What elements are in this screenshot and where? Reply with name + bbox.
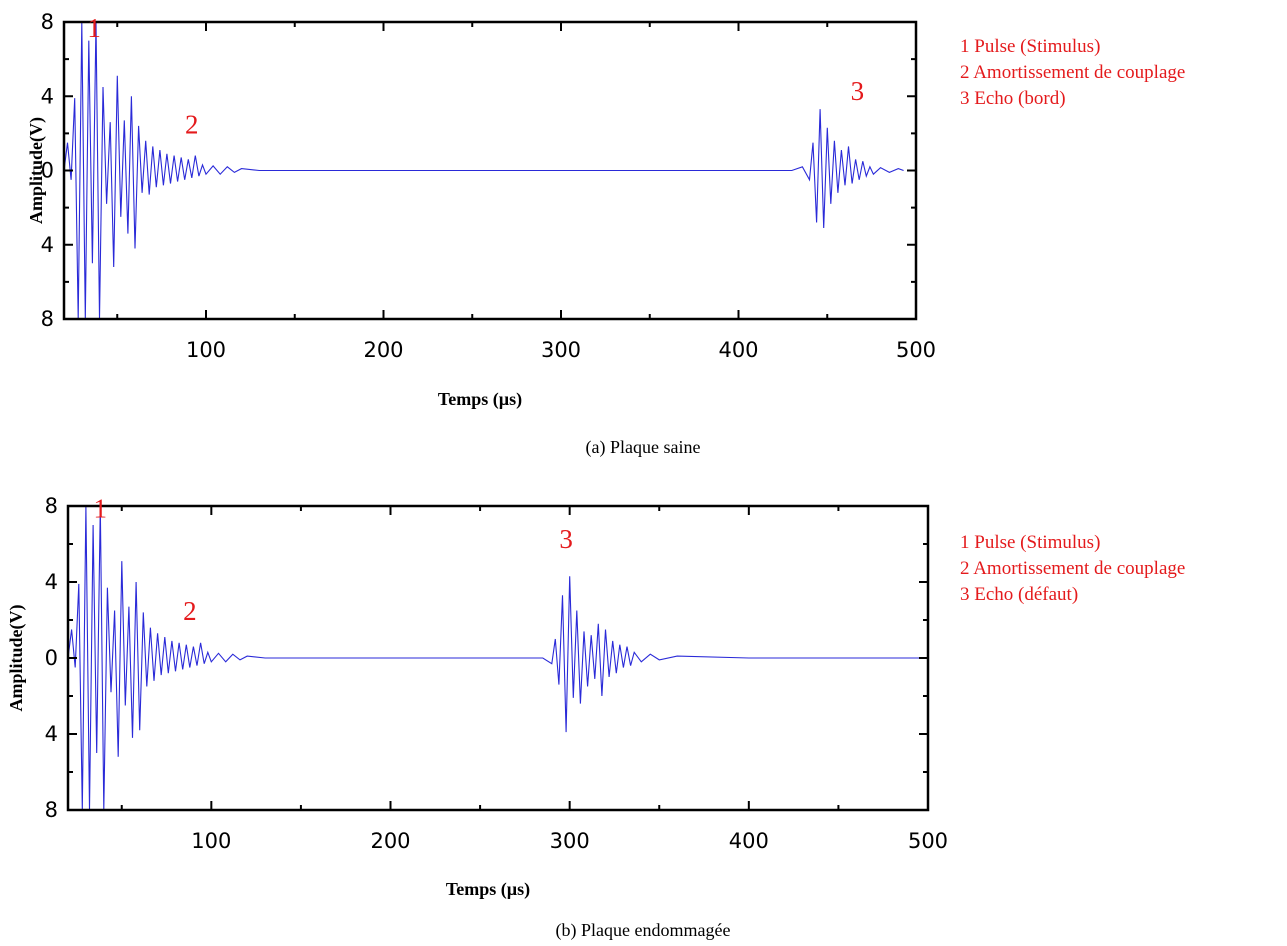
chart-2-y-tick-label: 8 bbox=[45, 494, 58, 518]
chart-2-legend-item: 2 Amortissement de couplage bbox=[960, 558, 1185, 579]
chart-2-y-axis-title: Amplitude(V) bbox=[6, 604, 27, 711]
chart-1-y-tick-label: 0 bbox=[41, 159, 54, 183]
chart-1-marker-3: 3 bbox=[851, 76, 865, 106]
chart-1-x-tick-label: 200 bbox=[363, 338, 403, 362]
chart-2-y-tick-label: 4 bbox=[45, 722, 58, 746]
chart-2-y-tick-label: 4 bbox=[45, 570, 58, 594]
chart-2-x-tick-label: 100 bbox=[191, 829, 231, 853]
chart-1-x-tick-label: 400 bbox=[718, 338, 758, 362]
chart-1-caption: (a) Plaque saine bbox=[586, 437, 701, 458]
chart-1-y-tick-label: 4 bbox=[41, 233, 54, 257]
chart-1-legend-item: 3 Echo (bord) bbox=[960, 88, 1066, 109]
chart-1-waveform-line bbox=[64, 22, 904, 319]
chart-1-x-tick-label: 100 bbox=[186, 338, 226, 362]
chart-2-y-tick-label: 0 bbox=[45, 646, 58, 670]
chart-2-marker-3: 3 bbox=[559, 524, 573, 554]
chart-2-x-tick-label: 200 bbox=[370, 829, 410, 853]
chart-1-y-tick-label: 4 bbox=[41, 84, 54, 108]
chart-1-y-tick-label: 8 bbox=[41, 10, 54, 34]
chart-1-y-axis-title: Amplitude(V) bbox=[26, 117, 47, 224]
chart-1-marker-1: 1 bbox=[87, 13, 101, 43]
chart-2-y-tick-label: 8 bbox=[45, 798, 58, 822]
chart-1-x-tick-label: 500 bbox=[896, 338, 936, 362]
chart-2-caption: (b) Plaque endommagée bbox=[556, 920, 731, 941]
chart-1-y-tick-label: 8 bbox=[41, 307, 54, 331]
chart-1-x-axis-title: Temps (µs) bbox=[438, 389, 522, 410]
chart-1-marker-2: 2 bbox=[185, 109, 199, 139]
chart-2-marker-1: 1 bbox=[94, 493, 108, 523]
chart-1-x-tick-label: 300 bbox=[541, 338, 581, 362]
chart-2-waveform-line bbox=[68, 506, 928, 810]
chart-2-legend-item: 1 Pulse (Stimulus) bbox=[960, 532, 1100, 553]
chart-2-marker-2: 2 bbox=[183, 596, 197, 626]
chart-2-x-tick-label: 400 bbox=[729, 829, 769, 853]
chart-2-x-axis-title: Temps (µs) bbox=[446, 879, 530, 900]
chart-2-legend-item: 3 Echo (défaut) bbox=[960, 584, 1078, 605]
chart-1-legend-item: 2 Amortissement de couplage bbox=[960, 62, 1185, 83]
chart-2-x-tick-label: 300 bbox=[550, 829, 590, 853]
chart-1-legend-item: 1 Pulse (Stimulus) bbox=[960, 36, 1100, 57]
chart-2-x-tick-label: 500 bbox=[908, 829, 948, 853]
